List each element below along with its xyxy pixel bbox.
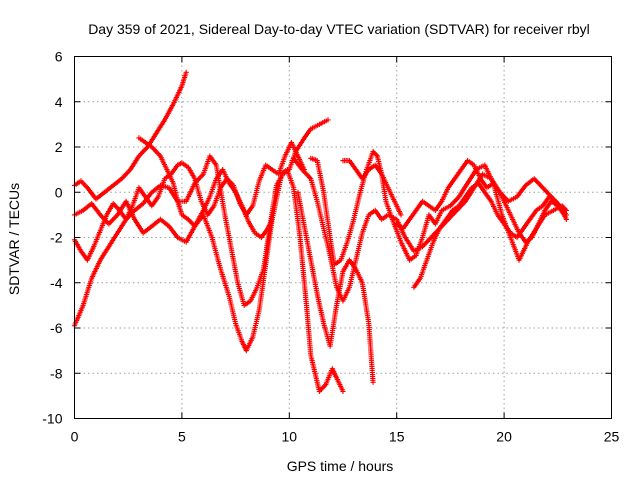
y-tick-label: 0: [55, 184, 63, 200]
sat-track-6-markers: [278, 167, 346, 394]
y-tick-label: -8: [50, 365, 63, 381]
x-tick-label: 20: [496, 429, 512, 445]
sat-track-6: [278, 167, 346, 394]
axis-ticks: 0 5 10 15 20 25 -10 -8 -6 -4 -2 0 2 4 6: [42, 49, 619, 445]
y-tick-label: -6: [50, 320, 63, 336]
chart-title: Day 359 of 2021, Sidereal Day-to-day VTE…: [88, 21, 590, 37]
y-axis-label: SDTVAR / TECUs: [6, 183, 22, 295]
x-axis-label: GPS time / hours: [287, 458, 394, 474]
sat-track-7: [295, 189, 376, 385]
grid: [74, 56, 612, 419]
x-tick-label: 10: [282, 429, 298, 445]
sat-track-9: [308, 148, 569, 268]
sat-track-12-markers: [394, 158, 567, 245]
sat-track-7-markers: [295, 189, 376, 385]
sat-track-11: [411, 180, 569, 290]
y-tick-label: -10: [42, 411, 62, 427]
y-tick-label: -4: [50, 275, 63, 291]
y-tick-label: -2: [50, 230, 63, 246]
sat-track-5: [71, 139, 307, 263]
sat-track-8: [291, 155, 569, 304]
sat-track-4: [71, 176, 284, 354]
sat-track-9-markers: [308, 148, 569, 268]
sat-track-11-markers: [411, 180, 569, 290]
y-tick-label: 2: [55, 139, 63, 155]
x-tick-label: 5: [178, 429, 186, 445]
x-tick-label: 15: [389, 429, 405, 445]
x-tick-label: 25: [604, 429, 620, 445]
x-tick-label: 0: [71, 429, 79, 445]
y-tick-label: 4: [55, 94, 63, 110]
sat-track-10: [340, 158, 404, 218]
y-tick-label: 6: [55, 49, 63, 65]
sat-track-8-markers: [291, 155, 569, 304]
sat-track-10-markers: [340, 158, 404, 218]
plot-area: [71, 69, 569, 394]
sat-track-12: [394, 158, 567, 245]
